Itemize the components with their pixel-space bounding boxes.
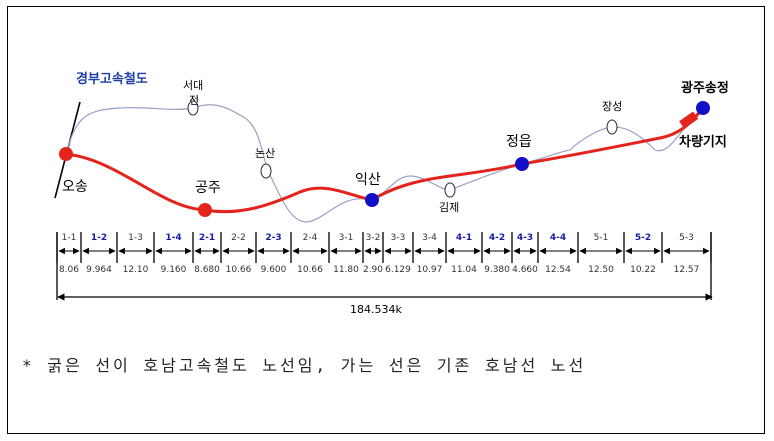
- depot-marker: [679, 111, 699, 129]
- section-length: 11.80: [333, 265, 359, 275]
- station-nonsan-marker: [260, 163, 272, 179]
- existing-honam-line: [65, 104, 704, 223]
- section-code: 3-3: [391, 233, 406, 243]
- section-code: 2-3: [265, 233, 281, 243]
- station-seodaejeon-label-1: 서대: [183, 79, 203, 92]
- station-iksan-marker: [365, 193, 379, 207]
- section-length: 9.160: [161, 265, 187, 275]
- section-length: 8.680: [194, 265, 220, 275]
- section-code: 2-2: [231, 233, 246, 243]
- section-length: 12.10: [123, 265, 149, 275]
- station-jangseong-label: 장성: [602, 100, 622, 113]
- section-code: 1-3: [128, 233, 143, 243]
- station-depot-label: 차량기지: [679, 134, 727, 150]
- section-code: 4-4: [550, 233, 566, 243]
- section-code: 4-2: [489, 233, 505, 243]
- section-length: 10.97: [417, 265, 443, 275]
- section-length: 10.66: [226, 265, 252, 275]
- station-iksan-label: 익산: [355, 172, 381, 188]
- section-length: 12.54: [545, 265, 571, 275]
- station-gwangju-label: 광주송정: [681, 80, 729, 96]
- station-gwangju-marker: [696, 101, 710, 115]
- station-gongju-marker: [198, 203, 212, 217]
- section-length: 2.90: [363, 265, 383, 275]
- section-code: 5-2: [635, 233, 651, 243]
- section-length: 10.66: [297, 265, 323, 275]
- section-code: 2-4: [303, 233, 318, 243]
- section-length: 9.380: [484, 265, 510, 275]
- section-length: 8.06: [59, 265, 79, 275]
- section-length: 12.57: [674, 265, 700, 275]
- section-code: 4-3: [517, 233, 533, 243]
- section-code: 3-2: [366, 233, 381, 243]
- section-code: 4-1: [456, 233, 472, 243]
- section-length: 6.129: [385, 265, 411, 275]
- section-length: 12.50: [588, 265, 614, 275]
- section-length: 11.04: [451, 265, 477, 275]
- section-code: 5-1: [594, 233, 609, 243]
- section-length: 4.660: [512, 265, 538, 275]
- gyeongbu-label: 경부고속철도: [76, 71, 148, 87]
- section-length: 9.964: [86, 265, 112, 275]
- station-osong-marker: [59, 147, 73, 161]
- station-seodaejeon-marker: [187, 100, 199, 116]
- station-gongju-label: 공주: [195, 180, 221, 196]
- station-osong-label: 오송: [62, 179, 88, 195]
- section-code: 3-1: [339, 233, 354, 243]
- station-jeongeup-label: 정읍: [506, 134, 532, 150]
- section-code: 1-4: [165, 233, 181, 243]
- legend-note: * 굵은 선이 호남고속철도 노선임, 가는 선은 기존 호남선 노선: [22, 356, 587, 375]
- section-length: 10.22: [630, 265, 656, 275]
- station-gimje-marker: [444, 182, 456, 198]
- station-jeongeup-marker: [515, 157, 529, 171]
- station-seodaejeon-label-2: 전: [189, 94, 199, 107]
- station-nonsan-label: 논산: [255, 147, 275, 160]
- station-jangseong-marker: [606, 119, 618, 135]
- section-scale: 1-1 8.06 1-2 9.964 1-3 12.10 1-4 9.160 2-1 8.680 2…: [56, 232, 712, 300]
- section-length: 9.600: [261, 265, 287, 275]
- section-code: 1-2: [91, 233, 107, 243]
- diagram-frame: [7, 6, 765, 434]
- section-code: 3-4: [422, 233, 437, 243]
- total-length-label: 184.534k: [350, 303, 402, 316]
- station-gimje-label: 김제: [439, 201, 459, 214]
- section-code: 1-1: [62, 233, 77, 243]
- section-code: 2-1: [199, 233, 215, 243]
- section-code: 5-3: [679, 233, 694, 243]
